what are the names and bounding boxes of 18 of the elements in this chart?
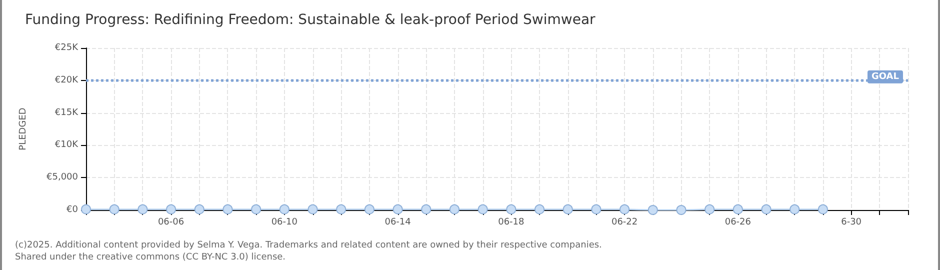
y-tick-label: €25K bbox=[54, 43, 80, 53]
x-tick-label: 06-10 bbox=[271, 218, 298, 228]
x-tick-label: 06-14 bbox=[384, 218, 412, 228]
y-tick-label: €5,000 bbox=[46, 172, 78, 183]
ref-line-label: GOAL bbox=[872, 72, 900, 82]
y-tick-label: €15K bbox=[54, 108, 80, 118]
y-tick-label: €20K bbox=[54, 75, 80, 86]
x-tick-label: 06-18 bbox=[498, 218, 525, 228]
x-tick-label: 06-22 bbox=[611, 218, 638, 228]
y-tick-label: €10K bbox=[54, 140, 80, 150]
x-tick-label: 06-06 bbox=[158, 218, 184, 228]
x-tick-label: 6-30 bbox=[841, 218, 862, 228]
chart-title: Funding Progress: Redifining Freedom: Sustainable & leak-proof Period Swimwear bbox=[25, 12, 596, 28]
y-tick-label: €0 bbox=[66, 205, 78, 215]
x-tick-label: 06-26 bbox=[724, 218, 752, 228]
y-axis-title: PLEDGED bbox=[18, 108, 28, 150]
text: Shared under the creative commons (CC BY-NC 3.0) license. bbox=[15, 252, 286, 262]
text: (c)2025. Additional content provided by Selma Y. Vega. Trademarks and related content are owned by their respective companies. bbox=[15, 240, 602, 250]
